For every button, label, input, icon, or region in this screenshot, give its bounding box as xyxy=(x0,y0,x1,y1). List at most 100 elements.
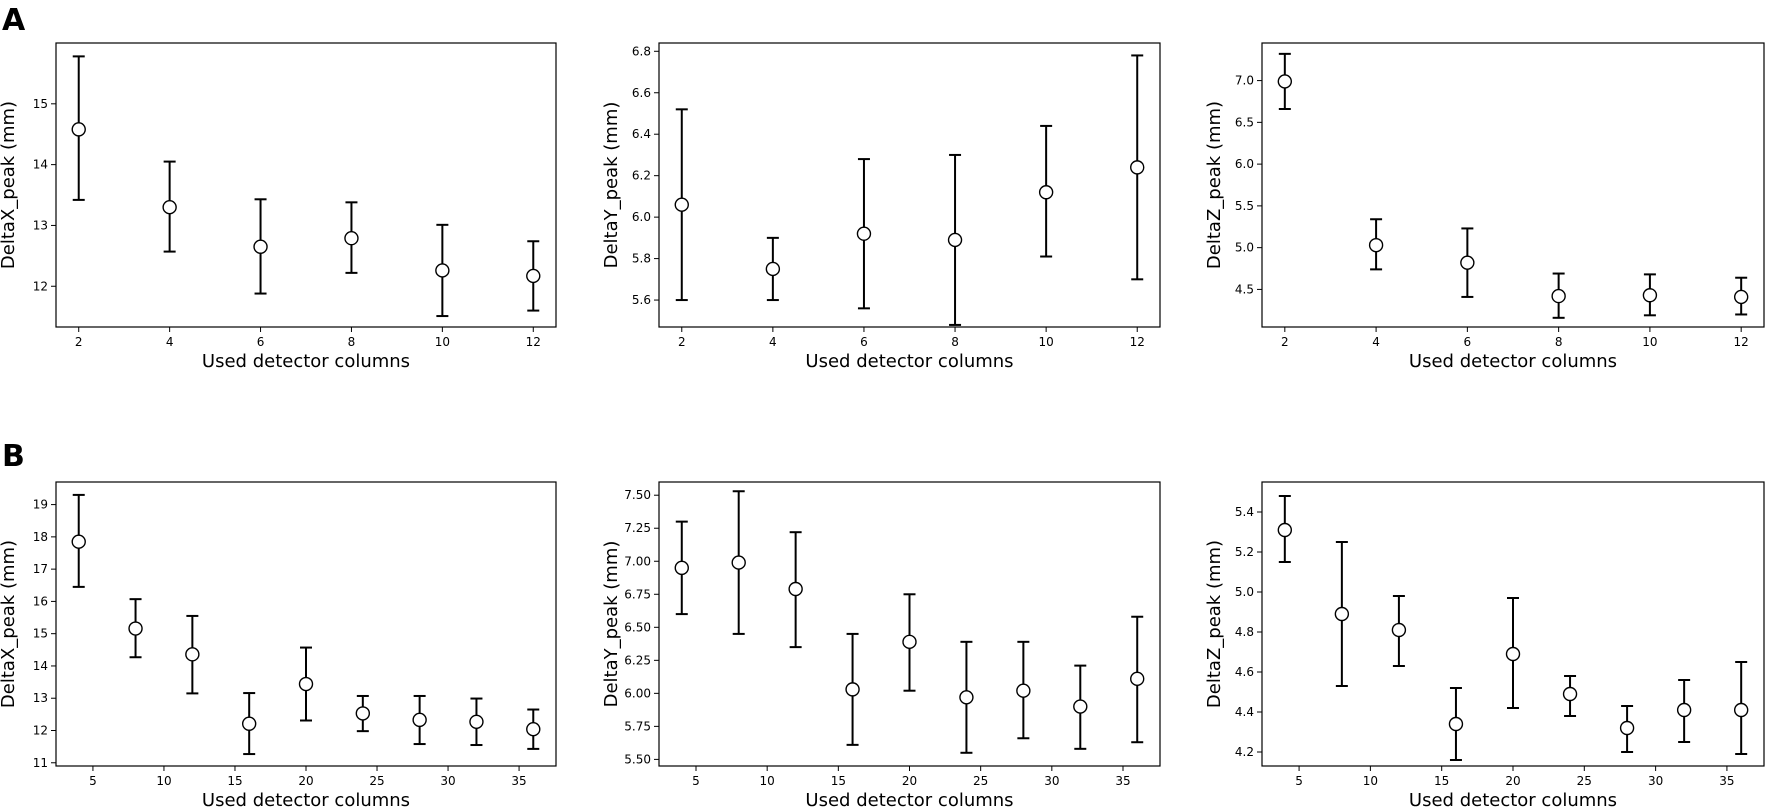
data-point xyxy=(1551,288,1566,304)
y-tick-label: 4.2 xyxy=(1235,745,1254,759)
data-point xyxy=(355,706,371,721)
data-point xyxy=(435,263,450,278)
data-point xyxy=(1130,671,1145,687)
x-tick-label: 2 xyxy=(1281,335,1289,349)
data-point xyxy=(162,199,177,215)
y-tick-label: 5.75 xyxy=(624,719,651,733)
x-tick-label: 30 xyxy=(1044,774,1059,788)
chart-4: 5 10 15 20 25 30 35 5.50 5.75 6.00 6.25 6.50 6.75 7.0… xyxy=(601,481,1161,811)
x-tick-label: 25 xyxy=(369,774,384,788)
y-tick-label: 13 xyxy=(33,691,48,705)
y-axis-label: DeltaX_peak (mm) xyxy=(0,101,19,269)
x-tick-label: 15 xyxy=(1434,774,1449,788)
data-point xyxy=(412,712,427,728)
y-axis-label: DeltaZ_peak (mm) xyxy=(1204,101,1225,269)
data-point xyxy=(947,232,963,248)
data-point xyxy=(845,682,860,697)
y-tick-label: 15 xyxy=(33,97,48,111)
data-point xyxy=(1038,185,1054,200)
x-tick-label: 12 xyxy=(1734,335,1749,349)
y-tick-label: 5.8 xyxy=(632,252,651,266)
x-axis-label: Used detector columns xyxy=(202,790,410,811)
data-point xyxy=(1505,646,1521,662)
x-tick-label: 10 xyxy=(1642,335,1657,349)
y-axis-label: DeltaX_peak (mm) xyxy=(0,540,19,708)
y-tick-label: 7.00 xyxy=(624,554,651,568)
data-point xyxy=(344,231,359,246)
data-point xyxy=(765,261,781,277)
data-point xyxy=(128,621,143,636)
x-tick-label: 12 xyxy=(526,335,541,349)
chart-2: 2 4 6 8 10 12 4.5 5.0 5.5 6.0 6.5 7.0 Used detector … xyxy=(1204,42,1765,372)
y-tick-label: 6.8 xyxy=(632,44,651,58)
y-tick-label: 19 xyxy=(33,498,48,512)
y-tick-label: 4.6 xyxy=(1235,665,1254,679)
x-tick-label: 30 xyxy=(1648,774,1663,788)
data-point xyxy=(902,634,917,650)
data-point xyxy=(674,560,689,576)
data-point xyxy=(241,716,257,731)
data-point xyxy=(1460,255,1475,270)
data-point xyxy=(71,122,86,137)
x-tick-label: 35 xyxy=(1115,774,1130,788)
x-axis-label: Used detector columns xyxy=(1409,790,1617,811)
y-tick-label: 16 xyxy=(33,594,48,608)
x-tick-label: 4 xyxy=(1372,335,1380,349)
x-tick-label: 10 xyxy=(760,774,775,788)
y-tick-label: 11 xyxy=(33,756,48,770)
chart-0: 2 4 6 8 10 12 12 13 14 15 Used detector columns Del… xyxy=(0,42,557,372)
data-point xyxy=(1642,288,1658,303)
y-tick-label: 12 xyxy=(33,724,48,738)
y-tick-label: 5.2 xyxy=(1235,545,1254,559)
x-axis-label: Used detector columns xyxy=(805,790,1013,811)
chart-5: 5 10 15 20 25 30 35 4.2 4.4 4.6 4.8 5.0 5.2 5.4 Used d… xyxy=(1204,481,1765,811)
x-tick-label: 2 xyxy=(678,335,686,349)
x-tick-label: 30 xyxy=(440,774,455,788)
x-tick-label: 6 xyxy=(257,335,265,349)
y-tick-label: 6.4 xyxy=(632,127,651,141)
data-point xyxy=(526,722,541,737)
x-tick-label: 6 xyxy=(1464,335,1472,349)
chart-3: 5 10 15 20 25 30 35 11 12 13 14 15 16 17 18 19 Used dete… xyxy=(0,481,557,811)
y-tick-label: 6.6 xyxy=(632,86,651,100)
x-axis-label: Used detector columns xyxy=(1409,351,1617,372)
x-axis-label: Used detector columns xyxy=(202,351,410,372)
y-tick-label: 14 xyxy=(33,158,48,172)
data-point xyxy=(253,239,268,254)
data-point xyxy=(185,647,200,662)
data-point xyxy=(1334,606,1350,622)
data-point xyxy=(1016,683,1031,698)
data-point xyxy=(1733,289,1749,305)
x-tick-label: 20 xyxy=(902,774,917,788)
x-tick-label: 5 xyxy=(692,774,700,788)
y-tick-label: 5.6 xyxy=(632,293,651,307)
y-tick-label: 13 xyxy=(33,218,48,232)
x-tick-label: 20 xyxy=(1505,774,1520,788)
data-point xyxy=(1130,160,1145,175)
y-axis-label: DeltaZ_peak (mm) xyxy=(1204,540,1225,708)
x-tick-label: 35 xyxy=(511,774,526,788)
x-tick-label: 25 xyxy=(1577,774,1592,788)
y-tick-label: 6.0 xyxy=(1235,157,1254,171)
y-tick-label: 12 xyxy=(33,279,48,293)
chart-1: 2 4 6 8 10 12 5.6 5.8 6.0 6.2 6.4 6.6 6.8 Used detect… xyxy=(601,42,1161,372)
x-tick-label: 35 xyxy=(1719,774,1734,788)
y-tick-label: 7.0 xyxy=(1235,74,1254,88)
data-point xyxy=(1619,720,1635,736)
x-tick-label: 20 xyxy=(298,774,313,788)
data-point xyxy=(526,268,541,284)
data-point xyxy=(1448,716,1464,732)
data-point xyxy=(298,676,314,692)
y-tick-label: 5.4 xyxy=(1235,505,1254,519)
data-point xyxy=(1562,686,1578,702)
panel-label-a: A xyxy=(2,3,26,38)
x-axis-label: Used detector columns xyxy=(805,351,1013,372)
y-tick-label: 17 xyxy=(33,562,48,576)
x-tick-label: 5 xyxy=(1295,774,1303,788)
x-tick-label: 4 xyxy=(166,335,174,349)
charts-group: 2 4 6 8 10 12 12 13 14 15 Used detector columns Del… xyxy=(0,42,1765,811)
y-tick-label: 4.8 xyxy=(1235,625,1254,639)
y-tick-label: 7.25 xyxy=(624,521,651,535)
y-tick-label: 5.50 xyxy=(624,752,651,766)
